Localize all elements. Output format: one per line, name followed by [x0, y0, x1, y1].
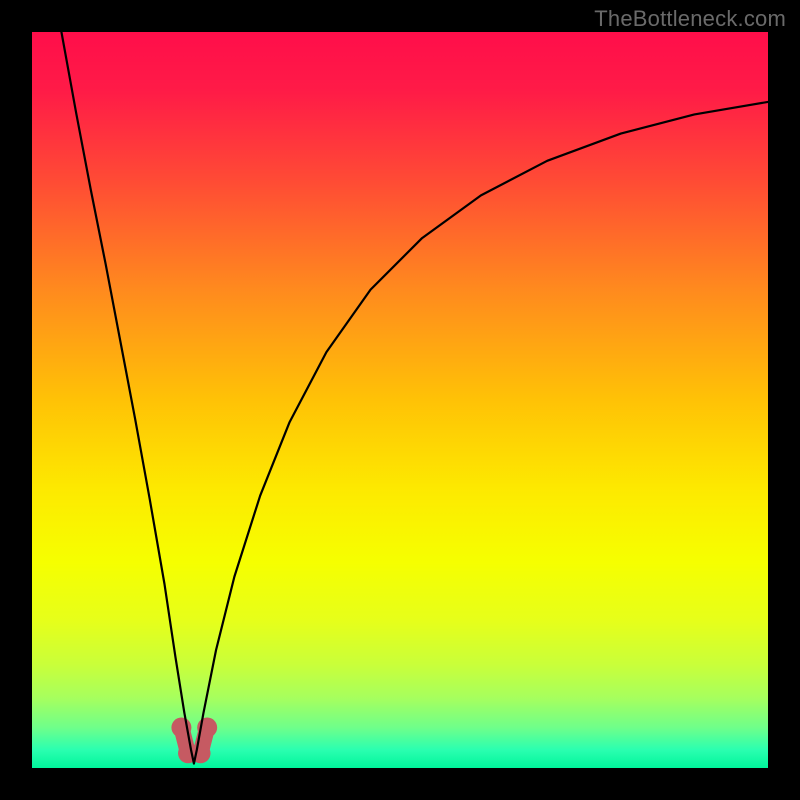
chart-frame: TheBottleneck.com [0, 0, 800, 800]
watermark-text: TheBottleneck.com [594, 6, 786, 32]
bottleneck-chart [32, 32, 768, 768]
plot-background [32, 32, 768, 768]
